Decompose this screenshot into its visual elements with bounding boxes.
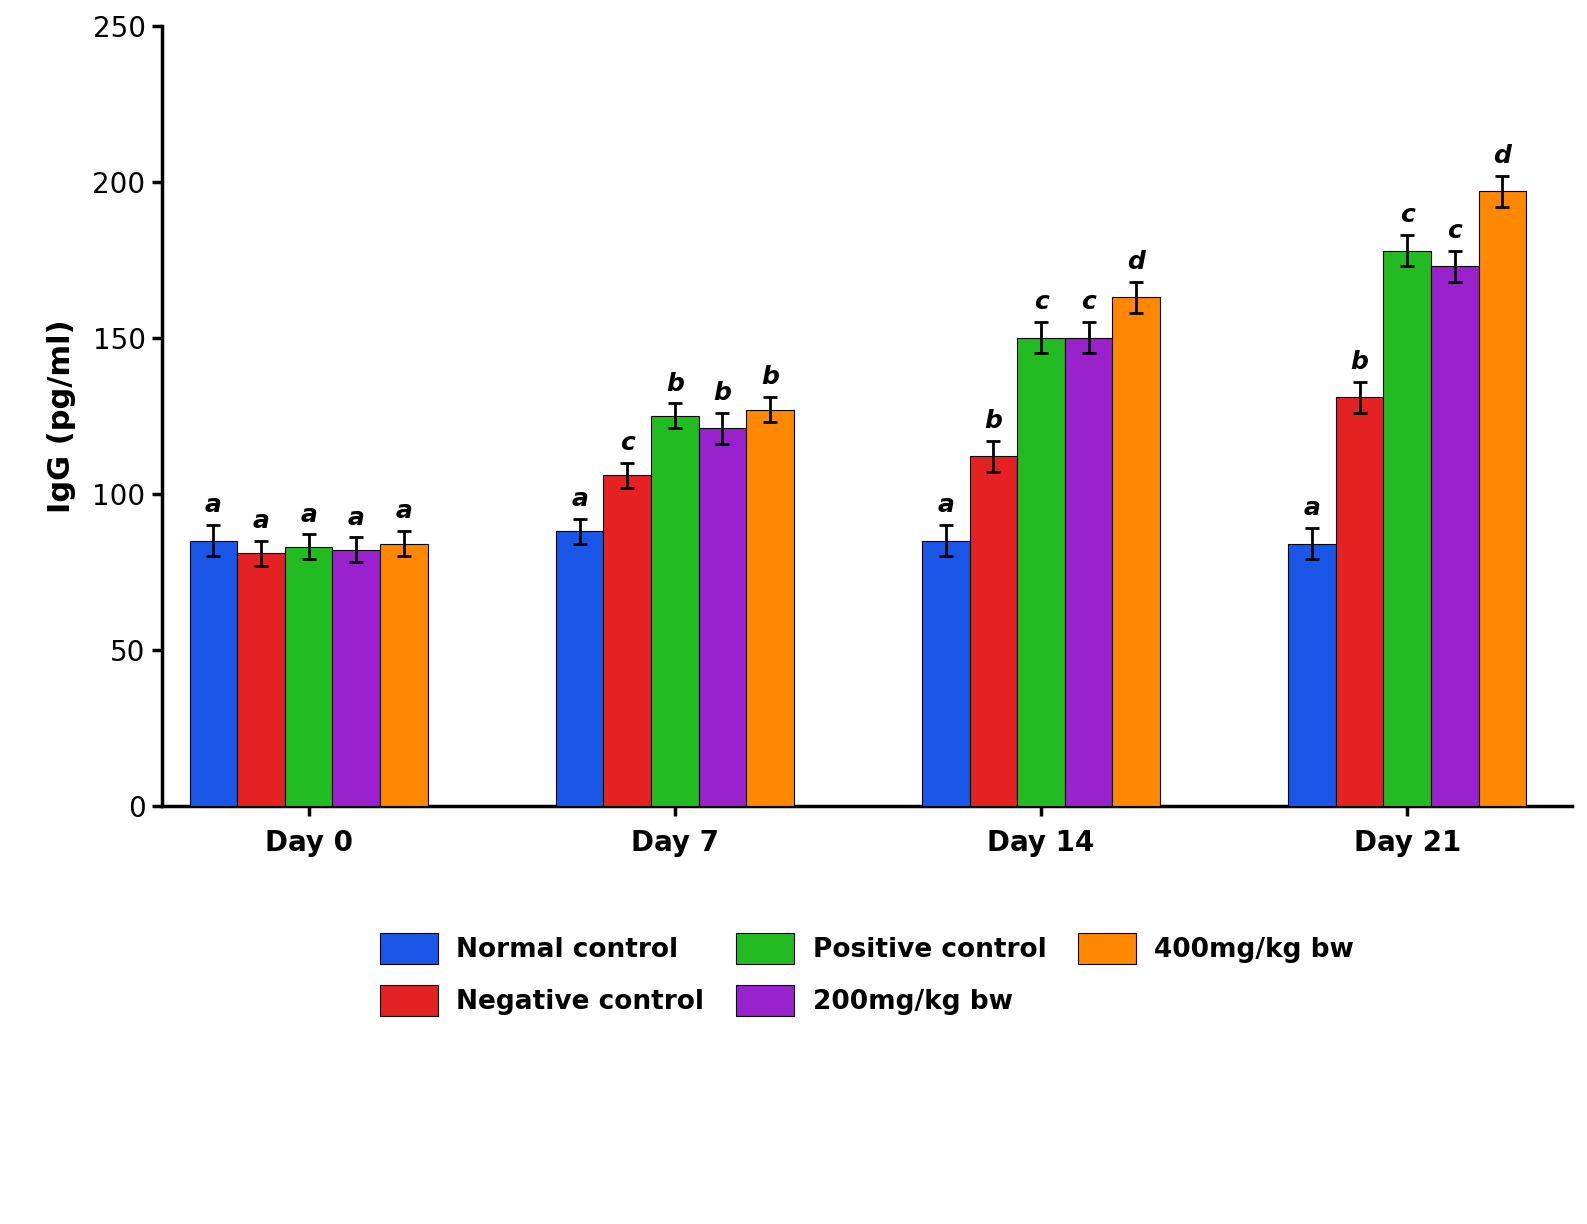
Text: a: a [571, 487, 589, 510]
Bar [603, 475, 651, 805]
Bar [555, 531, 603, 805]
Y-axis label: IgG (pg/ml): IgG (pg/ml) [46, 319, 76, 513]
Bar [1065, 338, 1112, 805]
Text: a: a [300, 503, 317, 526]
Bar [1112, 297, 1160, 805]
Text: c: c [1447, 219, 1462, 242]
Text: c: c [1081, 290, 1097, 315]
Bar [1431, 266, 1479, 805]
Bar [238, 553, 286, 805]
Bar [1289, 543, 1336, 805]
Text: a: a [348, 506, 365, 530]
Text: d: d [1493, 144, 1511, 168]
Bar [651, 416, 698, 805]
Bar [746, 410, 794, 805]
Text: b: b [1351, 350, 1368, 373]
Text: a: a [1303, 497, 1320, 520]
Bar [190, 541, 238, 805]
Bar [286, 547, 332, 805]
Text: b: b [984, 409, 1003, 433]
Bar [970, 457, 1017, 805]
Text: b: b [762, 365, 779, 389]
Text: d: d [1127, 250, 1146, 274]
Bar [922, 541, 970, 805]
Bar [698, 428, 746, 805]
Text: c: c [1033, 290, 1049, 315]
Text: c: c [621, 431, 635, 455]
Text: c: c [1400, 203, 1414, 228]
Bar [1384, 251, 1431, 805]
Bar [332, 550, 379, 805]
Text: b: b [667, 372, 684, 395]
Text: a: a [395, 499, 413, 524]
Bar [1017, 338, 1065, 805]
Text: a: a [938, 493, 954, 518]
Bar [1336, 397, 1384, 805]
Bar [1479, 191, 1527, 805]
Bar [379, 543, 427, 805]
Text: b: b [714, 381, 732, 405]
Legend: Normal control, Negative control, Positive control, 200mg/kg bw, 400mg/kg bw: Normal control, Negative control, Positi… [367, 920, 1368, 1028]
Text: a: a [252, 509, 270, 532]
Text: a: a [205, 493, 222, 518]
